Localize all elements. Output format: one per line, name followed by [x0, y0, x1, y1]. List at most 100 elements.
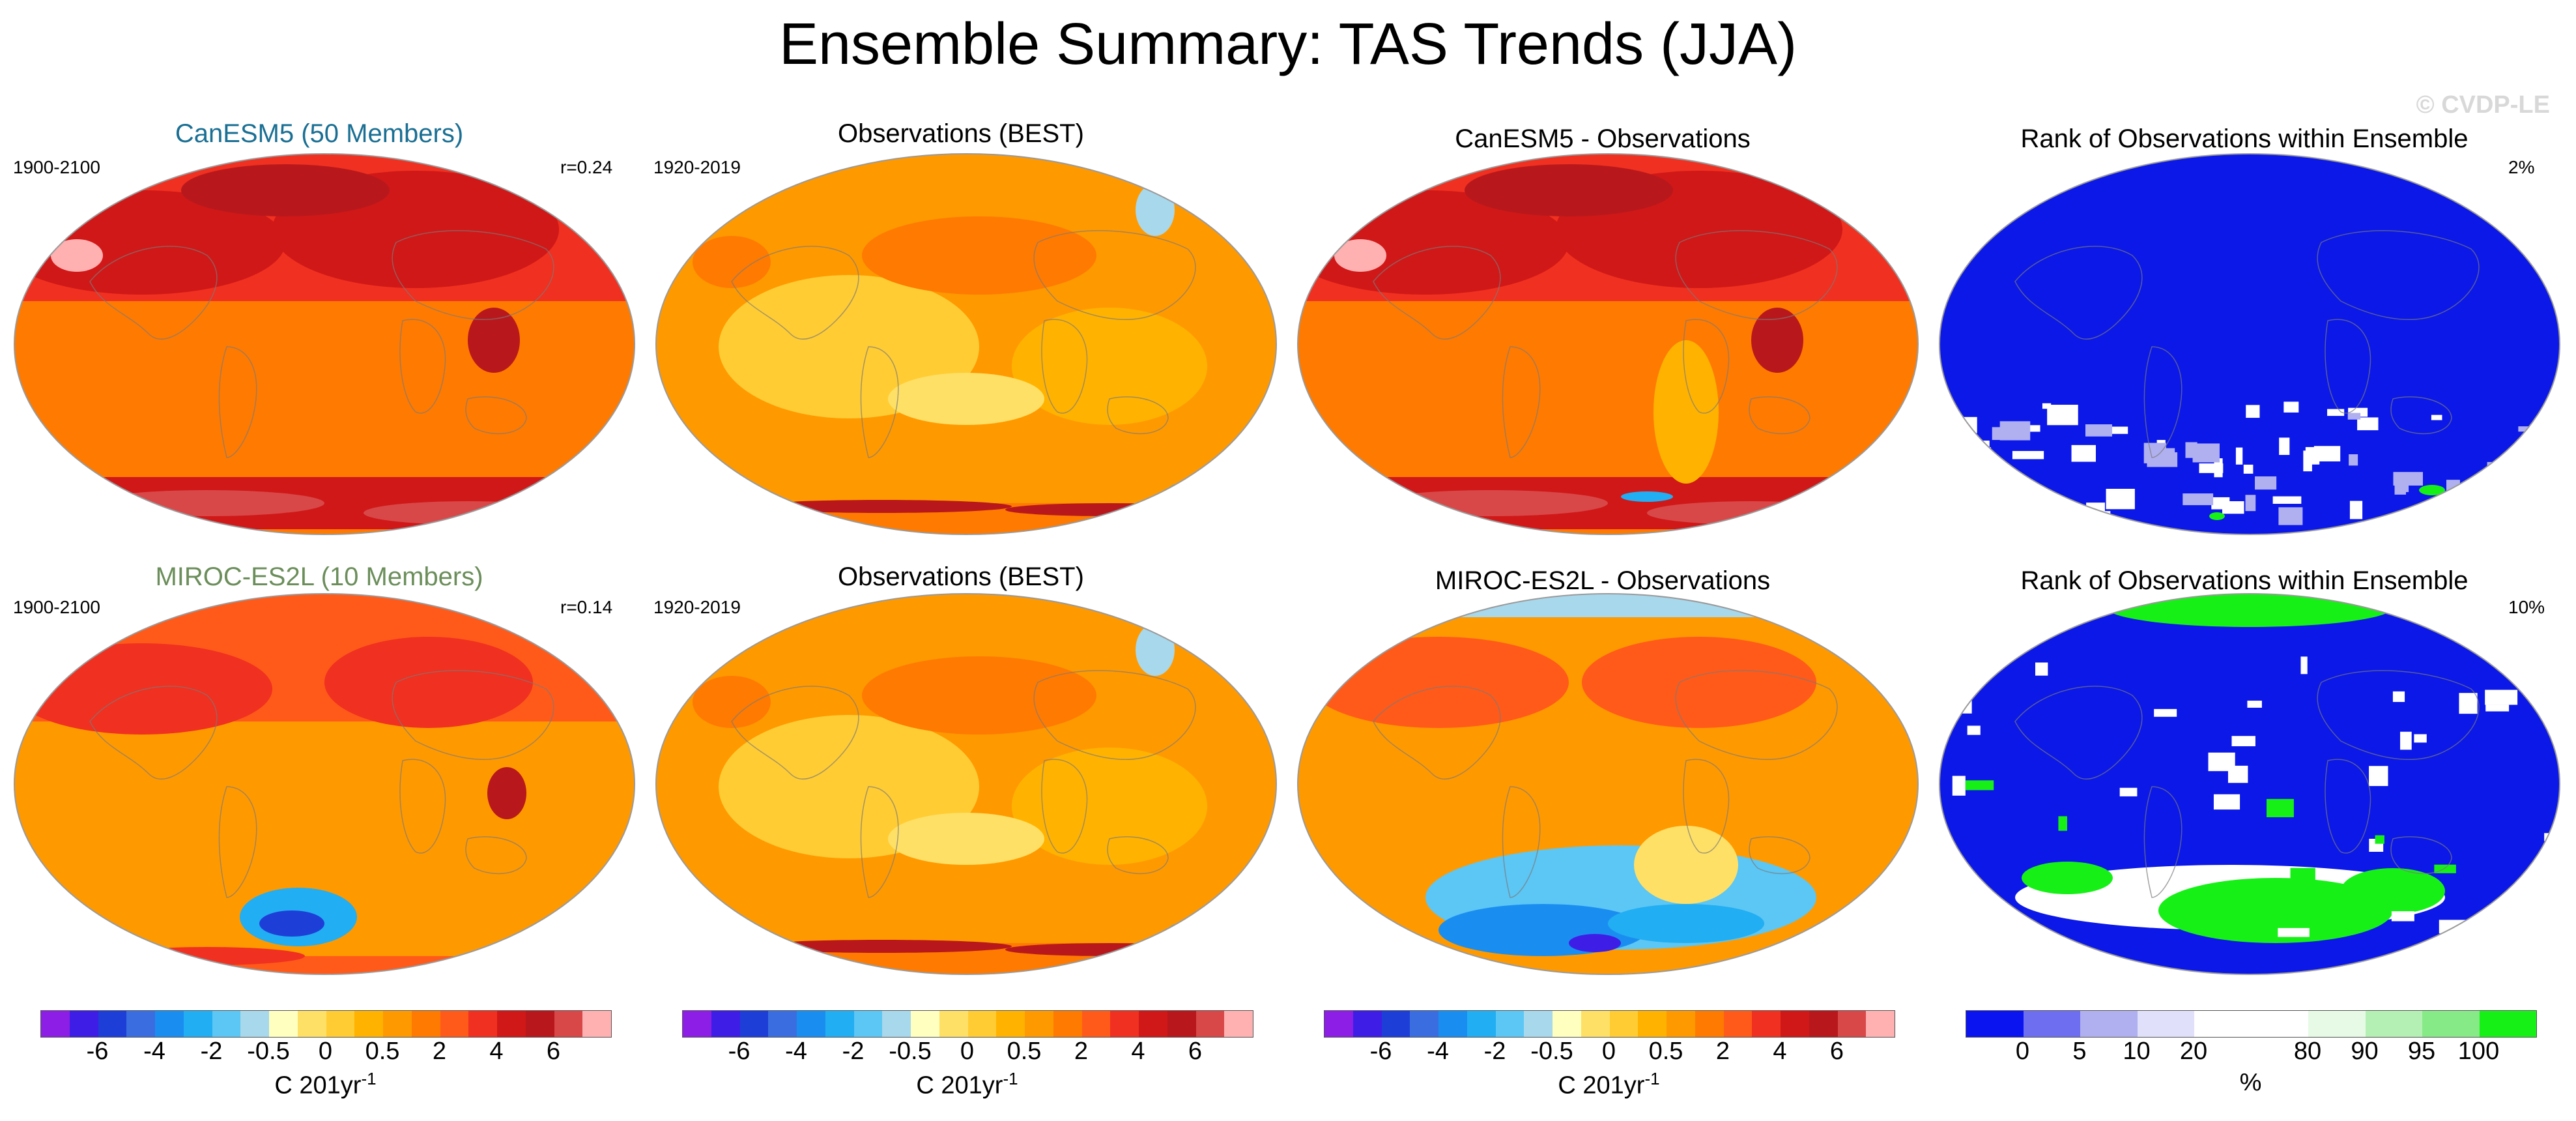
- coastline: [1107, 396, 1169, 435]
- colorbar-tick-label: -0.5: [889, 1038, 932, 1065]
- colorbar-cell: [1195, 1011, 1225, 1037]
- rank-cell: [2392, 691, 2405, 703]
- colorbar-cell: [554, 1011, 583, 1037]
- colorbar-cell: [98, 1011, 127, 1037]
- trend-colorbar-label: C 201yr-1: [274, 1069, 377, 1099]
- colorbar-cell: [996, 1011, 1025, 1037]
- coastline: [1041, 319, 1088, 414]
- map-difference: [1295, 151, 1921, 537]
- coastline: [2390, 396, 2452, 435]
- warm-anomaly: [109, 947, 305, 965]
- panel-period: 1900-2100: [13, 157, 100, 177]
- colorbar-cell: [1695, 1011, 1724, 1037]
- coastline: [860, 786, 899, 898]
- colorbar-cell: [1837, 1011, 1867, 1037]
- rank-cell: [1952, 776, 1966, 796]
- rank-cell: [2545, 876, 2560, 885]
- colorbar-cell: [582, 1011, 611, 1037]
- rank-cell: [2199, 463, 2224, 473]
- colorbar-cell: [2422, 1011, 2480, 1037]
- colorbar-cell: [1025, 1011, 1053, 1037]
- weak-anomaly: [1012, 308, 1207, 425]
- panel-period: 1920-2019: [653, 597, 741, 617]
- colorbar-cell: [269, 1011, 298, 1037]
- colorbar-cell: [2194, 1011, 2252, 1037]
- colorbar-cell: [2365, 1011, 2422, 1037]
- rank-cell: [1954, 914, 1981, 931]
- colorbar-cell: [911, 1011, 939, 1037]
- rank-cell: [2012, 450, 2044, 459]
- colorbar-cell: [2137, 1011, 2194, 1037]
- colorbar-tick-label: 4: [1773, 1038, 1787, 1065]
- top-rank-region: [2158, 878, 2393, 943]
- colorbar-cell: [739, 1011, 769, 1037]
- colorbar-cell: [1081, 1011, 1111, 1037]
- rank-cell: [2231, 736, 2255, 746]
- colorbar-tick-label: 20: [2179, 1038, 2208, 1065]
- coastline: [2014, 686, 2143, 780]
- colorbar-cell: [1110, 1011, 1139, 1037]
- hot-spot: [751, 500, 1012, 513]
- cold-anomaly: [1608, 904, 1764, 943]
- colorbar-tick-label: 2: [1715, 1038, 1730, 1065]
- watermark: © CVDP-LE: [2416, 91, 2550, 119]
- colorbar-cell: [2023, 1011, 2080, 1037]
- coastline: [1675, 230, 1838, 321]
- panel-title-rank: Rank of Observations within Ensemble: [2020, 566, 2469, 595]
- coastline: [860, 346, 899, 458]
- rank-cell: [1958, 686, 1971, 694]
- figure-title: Ensemble Summary: TAS Trends (JJA): [779, 12, 1797, 77]
- rank-cell: [2347, 413, 2361, 420]
- colorbar-cell: [155, 1011, 184, 1037]
- map-outline: [655, 593, 1277, 975]
- colorbar-cell: [1581, 1011, 1610, 1037]
- colorbar-cell: [1524, 1011, 1553, 1037]
- rank-cell: [2394, 482, 2407, 495]
- near-zero-region: [888, 813, 1044, 865]
- colorbar-cell: [2251, 1011, 2308, 1037]
- rank-cell: [2278, 927, 2310, 937]
- weak-anomaly: [1653, 340, 1719, 484]
- rank-cell: [2071, 444, 2096, 462]
- colorbar-tick-label: 0: [1601, 1038, 1616, 1065]
- panel-title-canesm5: CanESM5 (50 Members): [175, 119, 464, 148]
- rank-cell: [1966, 447, 1991, 463]
- colorbar-cell: [1752, 1011, 1781, 1037]
- colorbar-tick-label: 4: [1131, 1038, 1145, 1065]
- colorbar-cell: [525, 1011, 554, 1037]
- rank-cell: [2518, 426, 2543, 432]
- colorbar-tick-label: 0: [960, 1038, 975, 1065]
- coastline: [1683, 319, 1730, 414]
- hot-spot: [487, 767, 526, 819]
- colorbar-cell: [1667, 1011, 1695, 1037]
- coastline: [1749, 396, 1810, 435]
- warm-anomaly: [181, 164, 390, 216]
- colorbar-tick-label: -6: [86, 1038, 109, 1065]
- map-difference: [1295, 591, 1921, 977]
- colorbar-tick-label: -2: [1483, 1038, 1506, 1065]
- coastline: [2317, 230, 2480, 321]
- colorbar-cell: [1638, 1011, 1667, 1037]
- map-outline: [1297, 153, 1919, 535]
- map-canesm5: [12, 151, 637, 537]
- rank-cell: [2542, 855, 2560, 873]
- coastline: [1502, 786, 1541, 898]
- rank-cell: [2313, 446, 2341, 461]
- rank-cell: [2279, 437, 2290, 456]
- warm-anomaly: [1308, 637, 1569, 728]
- colorbar-tick-label: 0.5: [365, 1038, 400, 1065]
- warm-anomaly: [693, 676, 771, 728]
- colorbar-tick-label: -0.5: [247, 1038, 290, 1065]
- coastline: [399, 759, 446, 854]
- map-observations: [653, 151, 1279, 537]
- rank-cell: [2222, 501, 2244, 514]
- colorbar-cell: [440, 1011, 469, 1037]
- rank-cell: [2233, 883, 2252, 892]
- hot-spot: [51, 239, 103, 272]
- colorbar-cell: [297, 1011, 326, 1037]
- colorbar-cell: [939, 1011, 968, 1037]
- rank-cell: [2485, 705, 2510, 712]
- warm-anomaly: [862, 216, 1096, 295]
- map-rank: [1937, 151, 2562, 537]
- rank-cell: [2235, 447, 2243, 465]
